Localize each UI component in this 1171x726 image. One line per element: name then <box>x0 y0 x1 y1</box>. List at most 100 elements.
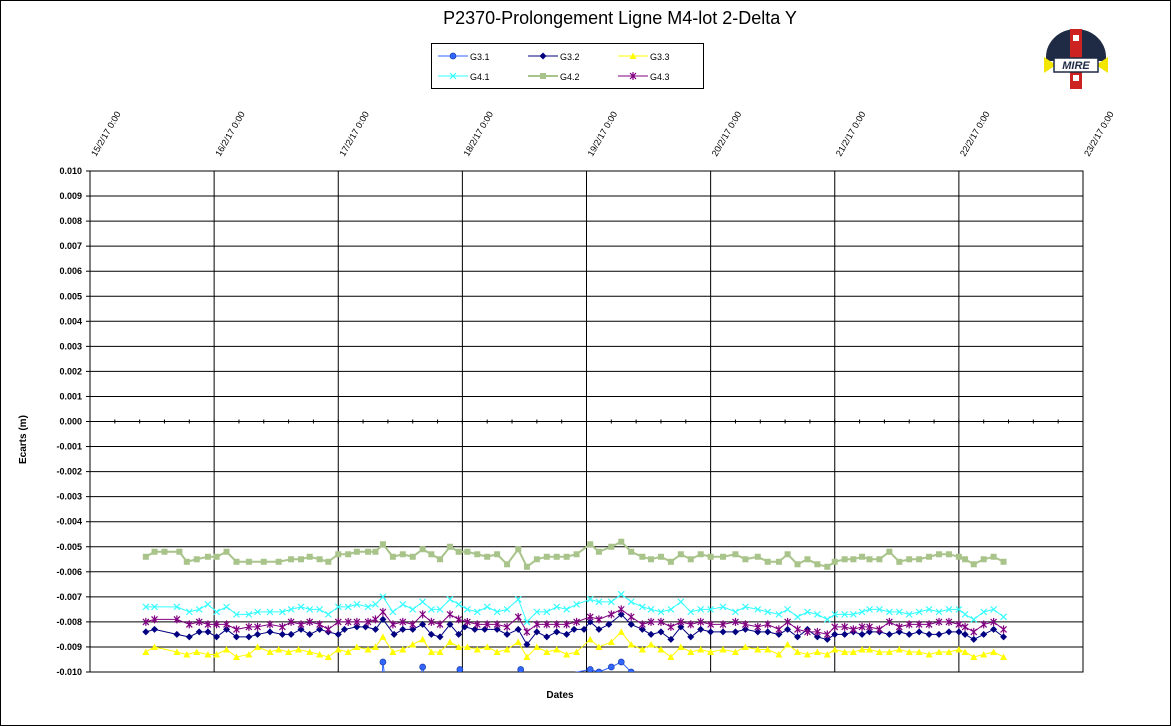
legend-marker <box>449 52 457 60</box>
data-point <box>254 608 261 616</box>
data-point <box>841 648 849 655</box>
data-point <box>297 603 305 611</box>
data-point <box>275 645 283 653</box>
data-point <box>399 600 407 608</box>
data-point <box>627 668 635 672</box>
data-point <box>245 610 253 618</box>
legend-swatch <box>438 72 468 80</box>
data-point <box>334 603 342 611</box>
data-point <box>885 648 893 655</box>
data-point <box>638 625 646 633</box>
data-point <box>344 617 352 626</box>
data-point <box>409 605 417 613</box>
data-point <box>731 628 739 636</box>
y-tick-label: 0.006 <box>59 266 82 276</box>
data-point <box>794 613 801 621</box>
data-point <box>335 551 342 558</box>
legend-swatch <box>528 52 558 60</box>
data-point <box>697 645 705 653</box>
data-point <box>850 556 857 563</box>
data-point <box>586 666 594 672</box>
svg-text:MIRE: MIRE <box>1062 60 1090 72</box>
data-point <box>213 608 221 616</box>
data-point <box>563 650 571 658</box>
data-point <box>677 598 685 606</box>
data-point <box>1000 653 1008 660</box>
series-G4-1 <box>142 590 1007 626</box>
data-point <box>926 553 933 560</box>
data-point <box>365 548 372 555</box>
data-point <box>754 645 762 653</box>
data-point <box>961 622 969 631</box>
data-point <box>297 625 305 633</box>
data-point <box>945 551 952 558</box>
data-point <box>245 633 253 641</box>
data-point <box>419 546 426 553</box>
data-point <box>195 628 203 636</box>
data-point <box>784 640 792 648</box>
data-point <box>455 548 462 555</box>
data-point <box>775 610 783 618</box>
data-point <box>607 663 615 671</box>
data-point <box>895 628 903 636</box>
data-point <box>285 648 293 655</box>
data-point <box>754 553 761 560</box>
data-point <box>775 558 782 565</box>
data-point <box>595 625 603 633</box>
data-point <box>324 653 332 660</box>
data-point <box>316 556 323 563</box>
data-point <box>471 625 479 633</box>
x-tick-label: 16/2/17 0:00 <box>213 110 247 158</box>
data-point <box>287 605 295 613</box>
data-point <box>446 610 454 619</box>
data-point <box>719 603 727 611</box>
data-point <box>183 650 191 658</box>
data-point <box>915 648 923 655</box>
data-point <box>287 630 295 638</box>
data-point <box>764 558 771 565</box>
data-point <box>515 546 522 553</box>
data-point <box>667 653 675 660</box>
legend-item-G3-2: G3.2 <box>522 48 612 66</box>
data-point <box>461 623 469 631</box>
data-point <box>553 645 561 653</box>
data-point <box>523 618 531 626</box>
data-point <box>595 548 602 555</box>
data-point <box>379 607 387 616</box>
data-point <box>638 645 646 653</box>
data-point <box>463 643 471 650</box>
data-point <box>970 561 977 568</box>
data-point <box>647 605 655 613</box>
data-point <box>533 608 541 616</box>
data-point <box>813 648 821 655</box>
data-point <box>784 551 791 558</box>
data-point <box>419 610 427 619</box>
legend-item-G3-1: G3.1 <box>432 48 522 66</box>
x-tick-label: 21/2/17 0:00 <box>834 110 868 158</box>
data-point <box>409 620 417 629</box>
data-point <box>617 628 625 635</box>
series-G4-2 <box>142 538 1007 570</box>
data-point <box>866 605 873 613</box>
data-point <box>324 610 332 618</box>
data-point <box>379 658 387 666</box>
data-point <box>390 630 398 638</box>
data-point <box>775 650 783 658</box>
data-point <box>866 645 874 653</box>
data-point <box>697 617 705 626</box>
data-point <box>316 650 324 658</box>
data-point <box>804 627 811 636</box>
legend-marker <box>540 73 546 79</box>
data-point <box>278 608 286 616</box>
data-point <box>306 553 313 560</box>
legend-swatch <box>618 52 648 59</box>
data-point <box>503 645 511 653</box>
data-point <box>961 610 969 618</box>
data-point <box>813 610 821 618</box>
y-tick-label: -0.002 <box>56 467 82 477</box>
data-point <box>340 625 348 633</box>
data-point <box>266 620 274 629</box>
data-point <box>627 620 635 628</box>
data-point <box>419 598 427 606</box>
